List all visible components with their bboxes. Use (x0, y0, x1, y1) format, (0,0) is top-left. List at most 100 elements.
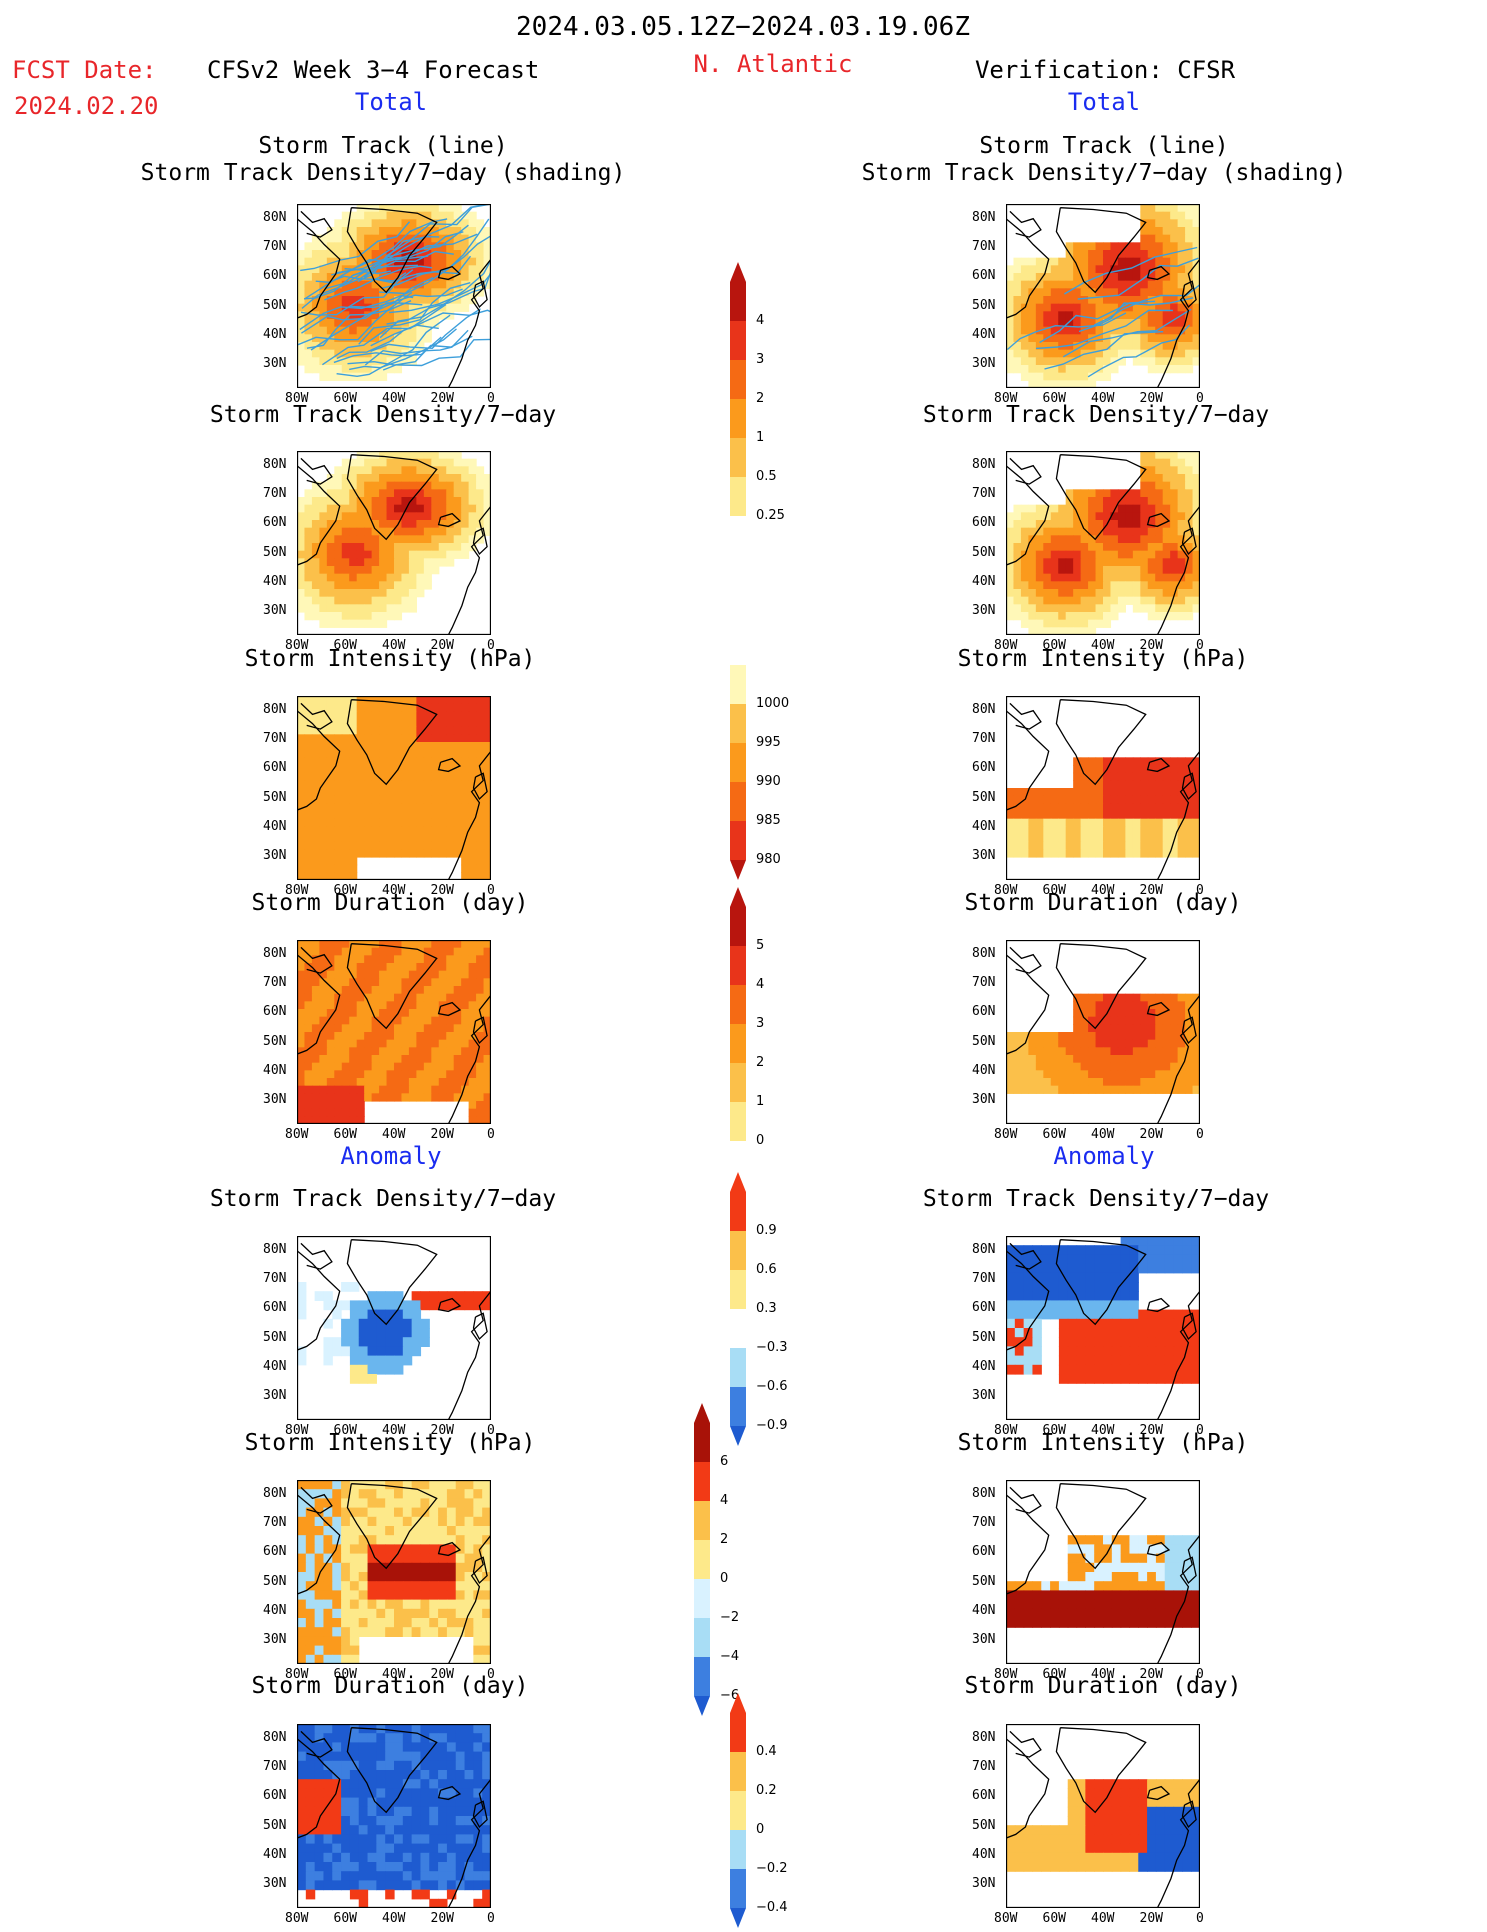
data-cell (1191, 1581, 1200, 1591)
data-cell (1073, 1016, 1082, 1025)
x-tick-label: 40W (1091, 638, 1115, 653)
data-cell (1023, 1300, 1034, 1311)
data-cell (416, 1070, 425, 1079)
data-cell (1067, 1291, 1078, 1301)
data-cell (364, 1078, 373, 1087)
data-cell (408, 296, 417, 305)
data-cell (319, 365, 328, 374)
data-cell (349, 703, 358, 712)
data-cell (1095, 803, 1104, 812)
data-cell (1185, 227, 1194, 236)
data-cell (438, 535, 447, 544)
data-cell (1050, 604, 1059, 613)
data-cell (1129, 1374, 1139, 1384)
data-cell (394, 219, 403, 228)
data-cell (416, 818, 425, 827)
data-cell (1129, 1562, 1139, 1573)
y-tick-label: 80N (972, 457, 996, 472)
y-tick-label: 30N (972, 356, 996, 371)
data-cell (438, 803, 447, 812)
data-cell (341, 986, 350, 995)
data-cell (446, 273, 455, 282)
data-cell (473, 1489, 483, 1499)
data-cell (446, 970, 455, 979)
data-cell (1140, 849, 1149, 858)
data-cell (314, 1489, 325, 1499)
data-cell (385, 1724, 395, 1734)
data-cell (1058, 1085, 1067, 1094)
data-cell (408, 596, 417, 605)
data-cell (401, 818, 410, 827)
data-cell (349, 947, 358, 956)
coastline (297, 1250, 341, 1351)
data-cell (1147, 250, 1156, 259)
data-cell (1088, 303, 1097, 312)
data-cell (1177, 841, 1186, 850)
data-cell (334, 703, 343, 712)
data-cell (1095, 288, 1104, 297)
x-tick-label: 80W (994, 1423, 1018, 1438)
data-cell (326, 788, 335, 797)
data-cell (411, 1507, 422, 1518)
data-cell (483, 849, 491, 858)
data-cell (429, 1608, 439, 1619)
data-cell (394, 504, 403, 513)
data-cell (297, 265, 306, 274)
data-cell (304, 940, 313, 949)
data-cell (1006, 566, 1015, 575)
data-cell (1095, 550, 1104, 559)
data-cell (1035, 265, 1044, 274)
data-cell (453, 273, 462, 282)
data-cell (1076, 1581, 1086, 1591)
data-cell (1132, 803, 1141, 812)
data-cell (386, 451, 395, 460)
data-cell (1117, 826, 1126, 835)
data-cell (304, 280, 313, 289)
data-cell (1117, 527, 1126, 536)
data-cell (1170, 818, 1179, 827)
data-cell (1155, 1009, 1164, 1018)
data-cell (1117, 573, 1126, 582)
data-cell (386, 834, 395, 843)
data-cell (446, 1498, 457, 1509)
data-cell (461, 1070, 470, 1079)
data-cell (1177, 1039, 1186, 1048)
data-cell (476, 834, 485, 843)
data-cell (1103, 372, 1112, 381)
data-cell (1182, 1236, 1192, 1246)
data-cell (386, 734, 395, 743)
data-cell (319, 955, 328, 964)
data-cell (438, 466, 447, 475)
data-cell (446, 1562, 457, 1573)
data-cell (431, 803, 440, 812)
data-cell (297, 719, 306, 728)
data-cell (349, 250, 358, 259)
data-cell (394, 566, 403, 575)
data-cell (1132, 795, 1141, 804)
data-cell (297, 1618, 307, 1628)
data-cell (1028, 1047, 1037, 1056)
data-cell (304, 703, 313, 712)
data-cell (468, 703, 477, 712)
data-cell (394, 947, 403, 956)
data-cell (1111, 1346, 1122, 1357)
data-cell (416, 581, 425, 590)
data-cell (1120, 1544, 1131, 1555)
data-cell (1192, 581, 1200, 590)
data-cell (408, 512, 417, 521)
data-cell (349, 619, 358, 628)
data-cell (332, 1608, 342, 1619)
data-cell (416, 257, 425, 266)
data-cell (1185, 357, 1194, 366)
data-cell (1110, 288, 1119, 297)
data-cell (1073, 1078, 1082, 1087)
data-cell (1013, 818, 1022, 827)
data-cell (483, 970, 491, 979)
data-cell (341, 573, 350, 582)
data-cell (1067, 1300, 1078, 1311)
data-cell (334, 581, 343, 590)
data-cell (367, 1498, 377, 1509)
data-cell (319, 834, 328, 843)
data-cell (356, 1062, 365, 1071)
data-cell (334, 265, 343, 274)
